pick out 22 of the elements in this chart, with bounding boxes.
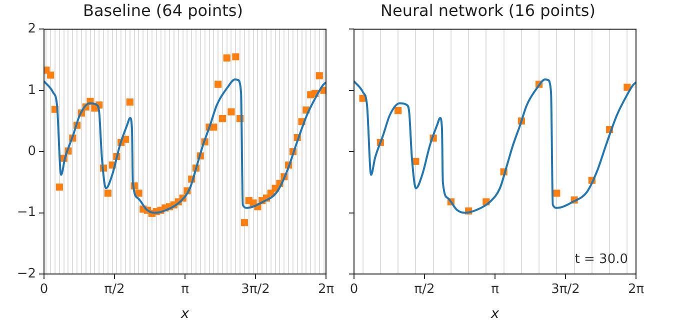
point	[394, 107, 402, 114]
y-tick-label: 2	[28, 22, 36, 37]
annotation: t = 30.0	[574, 252, 628, 267]
x-axis-title: x	[490, 306, 500, 322]
y-tick-label: 0	[28, 144, 36, 159]
x-tick-label: 3π/2	[241, 282, 270, 298]
point	[553, 190, 560, 197]
y-tick-label: 1	[28, 82, 36, 98]
chart-title: Neural network (16 points)	[380, 0, 596, 20]
x-tick-label: 0	[350, 282, 358, 298]
x-tick-label: 3π/2	[551, 282, 580, 298]
x-tick-label: π	[491, 282, 500, 298]
y-tick-label: −1	[16, 205, 36, 220]
x-tick-label: π/2	[414, 282, 435, 298]
x-tick-label: π	[181, 282, 190, 298]
y-tick-label: −2	[16, 266, 36, 282]
x-tick-label: 0	[40, 282, 48, 298]
x-tick-label: 2π	[318, 282, 334, 298]
x-tick-label: 2π	[628, 282, 644, 298]
x-tick-label: π/2	[104, 282, 125, 298]
x-axis-title: x	[180, 306, 190, 322]
chart-title: Baseline (64 points)	[83, 0, 243, 20]
